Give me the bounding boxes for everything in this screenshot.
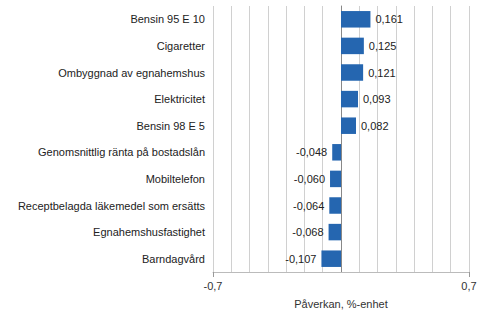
svg-text:-0,7: -0,7 — [204, 280, 223, 292]
svg-text:Egnahemshusfastighet: Egnahemshusfastighet — [93, 226, 205, 238]
svg-text:-0,064: -0,064 — [293, 200, 324, 212]
svg-text:Elektricitet: Elektricitet — [154, 93, 205, 105]
svg-text:Ombyggnad av egnahemshus: Ombyggnad av egnahemshus — [58, 67, 205, 79]
svg-text:-0,060: -0,060 — [294, 173, 325, 185]
svg-text:0,7: 0,7 — [461, 280, 476, 292]
svg-text:Genomsnittlig ränta på bostads: Genomsnittlig ränta på bostadslån — [38, 146, 205, 158]
svg-text:Bensin 98 E 5: Bensin 98 E 5 — [137, 120, 206, 132]
svg-text:-0,068: -0,068 — [292, 226, 323, 238]
svg-text:-0,107: -0,107 — [285, 253, 316, 265]
svg-text:Mobiltelefon: Mobiltelefon — [146, 173, 205, 185]
svg-text:Barndagvård: Barndagvård — [142, 253, 205, 265]
svg-text:0,082: 0,082 — [361, 120, 389, 132]
svg-text:-0,048: -0,048 — [296, 146, 327, 158]
svg-text:0,125: 0,125 — [369, 40, 397, 52]
svg-text:Receptbelagda läkemedel som er: Receptbelagda läkemedel som ersätts — [18, 200, 206, 212]
svg-text:Cigaretter: Cigaretter — [157, 40, 206, 52]
svg-text:0,121: 0,121 — [368, 67, 396, 79]
svg-text:0,161: 0,161 — [375, 13, 403, 25]
svg-text:0,093: 0,093 — [363, 93, 391, 105]
svg-text:Bensin 95 E 10: Bensin 95 E 10 — [130, 13, 205, 25]
svg-text:Påverkan, %-enhet: Påverkan, %-enhet — [294, 298, 388, 310]
